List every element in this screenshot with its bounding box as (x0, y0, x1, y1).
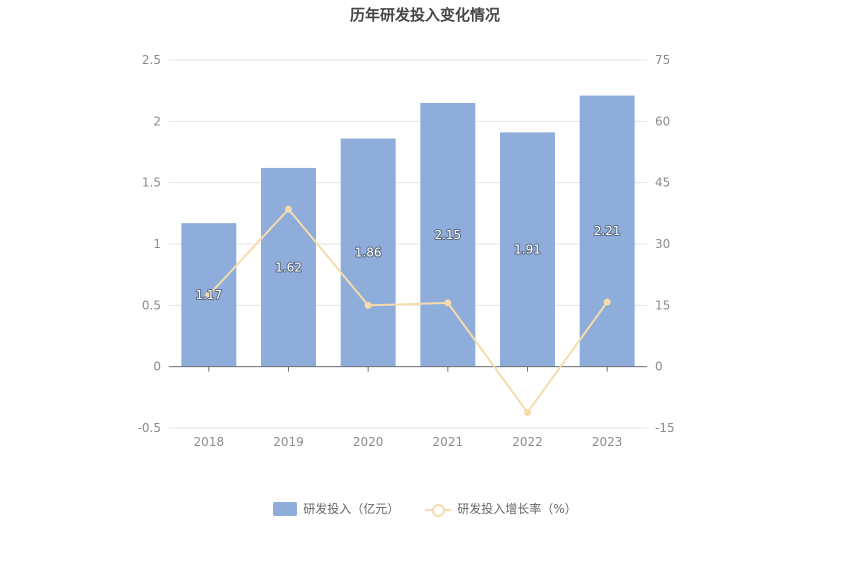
bar (500, 132, 555, 367)
growth-point (285, 205, 292, 213)
data-labels: 1.17 1.62 1.86 2.15 1.91 2.21 (194, 223, 621, 303)
bar (261, 167, 316, 367)
y-left-tick-label: -0.5 (138, 421, 161, 435)
grid-lines (169, 59, 647, 429)
y-right-tick-label: 45 (655, 176, 670, 190)
bar-data-label: 2.15 (434, 228, 461, 242)
y-right-tick-label: 30 (655, 237, 670, 251)
y-right-tick-label: -15 (655, 421, 675, 435)
y-left-tick-label: 2 (153, 114, 161, 128)
bar-data-label: 1.17 (195, 288, 222, 302)
y-left-tick-label: 1.5 (142, 176, 161, 190)
y-left-tick-label: 2.5 (142, 53, 161, 67)
bar (579, 95, 635, 367)
legend-item-growth-rate[interactable]: 研发投入增长率（%） (425, 500, 577, 517)
bar-data-label: 2.21 (594, 224, 621, 238)
growth-point (524, 408, 531, 416)
growth-point (364, 301, 372, 309)
bar-data-label: 1.62 (275, 260, 302, 274)
y-right-tick-label: 75 (655, 53, 670, 67)
legend-bar-swatch (273, 501, 298, 516)
legend-line-swatch (425, 502, 452, 517)
bar-data-label: 1.86 (355, 246, 382, 260)
x-tick-label: 2018 (194, 435, 225, 449)
bar (420, 102, 476, 367)
legend: 研发投入（亿元） 研发投入增长率（%） (0, 500, 850, 517)
growth-line-path (208, 207, 608, 415)
axes: 2.5 75 2 60 1.5 45 1 30 0.5 15 0 0 -0.5 -15 2018 2019 20… (138, 53, 675, 449)
legend-label-rd-investment: 研发投入（亿元） (303, 502, 400, 516)
bar-data-label: 1.91 (514, 243, 541, 257)
y-left-tick-label: 0 (153, 360, 161, 374)
growth-point (444, 299, 452, 307)
growth-point (603, 298, 611, 306)
chart-title: 历年研发投入变化情况 (349, 6, 500, 24)
y-left-tick-label: 0.5 (142, 298, 161, 312)
x-tick-label: 2023 (592, 435, 623, 449)
legend-item-rd-investment[interactable]: 研发投入（亿元） (273, 500, 399, 517)
y-left-tick-label: 1 (153, 237, 161, 251)
x-tick-label: 2021 (433, 435, 464, 449)
growth-point (205, 291, 213, 299)
x-tick-label: 2020 (353, 435, 384, 449)
legend-label-growth-rate: 研发投入增长率（%） (457, 502, 577, 516)
y-right-tick-label: 60 (655, 114, 670, 128)
x-tick-label: 2022 (512, 435, 543, 449)
growth-line (205, 205, 611, 416)
x-tick-label: 2019 (273, 435, 304, 449)
y-right-tick-label: 0 (655, 360, 663, 374)
bars (181, 95, 635, 367)
y-right-tick-label: 15 (655, 298, 670, 312)
bar (340, 138, 396, 367)
